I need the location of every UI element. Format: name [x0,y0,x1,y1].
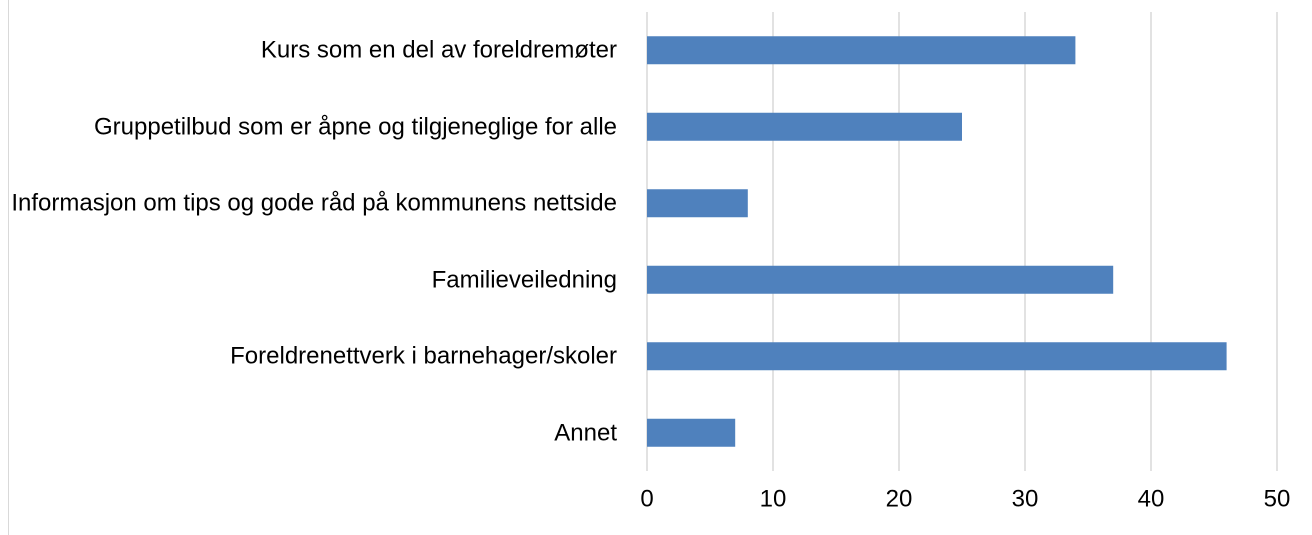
y-tick-label: Annet [554,419,617,447]
y-tick-label: Foreldrenettverk i barnehager/skoler [230,342,617,370]
x-tick-label: 20 [886,485,913,512]
bar [647,112,962,141]
x-tick-label: 10 [760,485,787,512]
y-tick-label: Familieveiledning [431,266,617,294]
bar [647,342,1227,371]
y-tick-label: Kurs som en del av foreldremøter [260,36,617,64]
y-tick-label: Informasjon om tips og gode råd på kommu… [11,189,617,217]
bar [647,265,1114,294]
x-tick-label: 40 [1138,485,1165,512]
y-tick-label: Gruppetilbud som er åpne og tilgjeneglig… [94,113,617,141]
x-tick-label: 50 [1264,485,1291,512]
bar [647,36,1076,65]
bar [647,189,748,218]
x-tick-label: 0 [640,485,653,512]
bar [647,418,736,447]
x-tick-label: 30 [1012,485,1039,512]
